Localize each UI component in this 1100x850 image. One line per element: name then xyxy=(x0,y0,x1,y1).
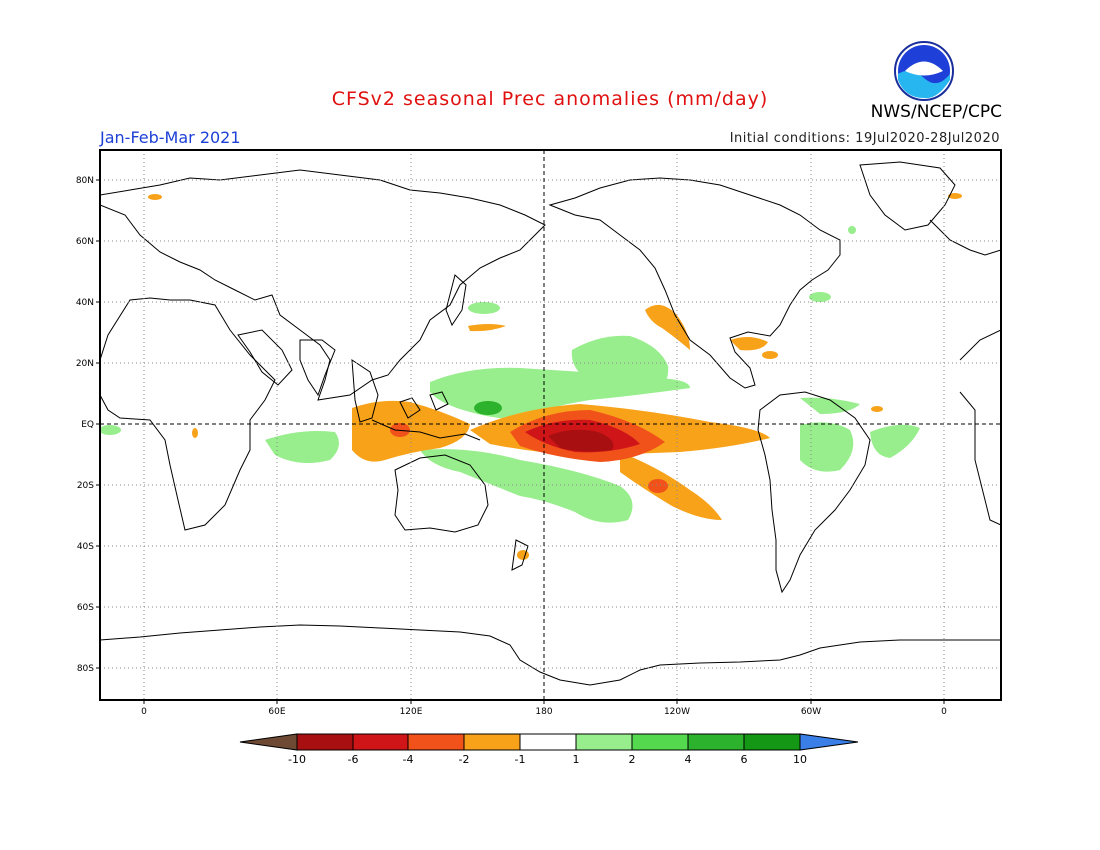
lat-label: 40S xyxy=(77,542,94,552)
lat-label: 40N xyxy=(76,298,94,308)
coastline-africa-repeat xyxy=(959,391,1001,526)
dry-anomaly-us-west-coast xyxy=(645,304,690,350)
lon-label: 60E xyxy=(268,707,285,717)
coastline-eurasia-north xyxy=(100,169,546,401)
legend-swatch xyxy=(743,733,801,751)
legend-swatch xyxy=(631,733,689,751)
initial-conditions-label: Initial conditions: 19Jul2020-28Jul2020 xyxy=(729,131,1000,146)
anomaly-shading xyxy=(100,193,962,560)
lat-label: 20N xyxy=(76,359,94,369)
legend-swatch xyxy=(352,733,409,751)
legend-swatch xyxy=(687,733,745,751)
coastline-indonesia xyxy=(371,419,481,441)
latitude-ticks xyxy=(96,179,100,669)
lat-label: 60N xyxy=(76,237,94,247)
coastlines xyxy=(100,161,1001,686)
legend-label: 4 xyxy=(685,753,692,766)
precip-anomaly-map: 80N 60N 40N 20N EQ 20S 40S 60S 80S 0 60E… xyxy=(76,149,1002,717)
wet-anomaly-greenland xyxy=(848,226,856,234)
dry-anomaly-africa-east xyxy=(192,428,198,438)
coastline-greenland xyxy=(859,161,956,231)
legend-swatch xyxy=(463,733,521,751)
dry-anomaly-atlantic xyxy=(871,406,883,412)
dry-anomaly-gulf-of-mexico xyxy=(730,336,768,351)
latitude-axis: 80N 60N 40N 20N EQ 20S 40S 60S 80S xyxy=(76,176,94,674)
map-title: CFSv2 seasonal Prec anomalies (mm/day) xyxy=(331,88,769,110)
lat-label: 80S xyxy=(77,664,94,674)
wet-anomaly-sw-pacific xyxy=(420,449,633,523)
legend-label: 1 xyxy=(573,753,580,766)
dry-anomaly-caribbean xyxy=(762,351,778,359)
coastline-north-america xyxy=(548,177,841,389)
coastline-africa-europe xyxy=(100,297,276,531)
longitude-axis: 0 60E 120E 180 120W 60W 0 xyxy=(141,707,947,717)
legend-label: 10 xyxy=(793,753,807,766)
map-frame xyxy=(99,149,1002,701)
wet-anomaly-ne-pacific xyxy=(571,335,669,390)
wet-anomaly-atlantic-north xyxy=(809,292,831,302)
coastline-antarctica xyxy=(100,624,1001,686)
dry-anomaly-arctic-east xyxy=(948,193,962,199)
lon-label: 0 xyxy=(141,707,147,717)
legend-label: -10 xyxy=(288,753,306,766)
dry-anomaly-south-pacific xyxy=(648,479,668,493)
coastline-indochina xyxy=(351,359,379,423)
wet-anomaly-south-america xyxy=(800,422,854,472)
lat-label: EQ xyxy=(81,420,94,430)
legend-swatch xyxy=(296,733,354,751)
coastline-maritime-islands xyxy=(399,391,449,419)
dry-anomaly-core-darkred xyxy=(548,429,614,452)
lon-label: 180 xyxy=(535,707,552,717)
coastline-japan xyxy=(445,274,467,327)
coastline-arabia xyxy=(237,329,293,386)
wet-anomaly-indian-ocean xyxy=(265,431,339,464)
wet-anomaly-south-atlantic xyxy=(870,424,920,458)
agency-label: NWS/NCEP/CPC xyxy=(870,102,1002,122)
legend-label: -6 xyxy=(348,753,359,766)
legend-swatch xyxy=(407,733,465,751)
legend-label: -4 xyxy=(403,753,414,766)
dry-anomaly-arctic-west xyxy=(148,194,162,200)
dry-anomaly-japan xyxy=(468,324,506,332)
longitude-ticks xyxy=(143,700,945,704)
legend-labels: -10 -6 -4 -2 -1 1 2 4 6 10 xyxy=(288,753,807,766)
legend-swatch xyxy=(575,733,633,751)
dry-anomaly-new-zealand xyxy=(517,550,529,560)
coastline-australia xyxy=(394,454,489,533)
coastline-india xyxy=(299,339,336,397)
lat-label: 60S xyxy=(77,603,94,613)
coastline-new-zealand xyxy=(511,539,529,571)
legend-label: 6 xyxy=(741,753,748,766)
color-bar-legend: -10 -6 -4 -2 -1 1 2 4 6 10 xyxy=(239,733,859,766)
legend-label: -2 xyxy=(459,753,470,766)
wet-anomaly-core xyxy=(474,401,502,415)
coastline-east-africa-east xyxy=(959,329,1001,361)
coastline-europe-repeat xyxy=(929,219,1001,256)
coastline-south-america xyxy=(757,391,871,594)
wet-anomaly-west-africa xyxy=(100,425,121,435)
forecast-period-label: Jan-Feb-Mar 2021 xyxy=(100,128,241,147)
legend-swatch xyxy=(519,733,577,751)
lon-label: 0 xyxy=(941,707,947,717)
legend-label: -1 xyxy=(515,753,526,766)
lat-label: 80N xyxy=(76,176,94,186)
dry-anomaly-spcz xyxy=(620,452,722,520)
lat-label: 20S xyxy=(77,481,94,491)
lon-label: 60W xyxy=(801,707,821,717)
lon-label: 120E xyxy=(400,707,423,717)
lon-label: 120W xyxy=(664,707,690,717)
legend-label: 2 xyxy=(629,753,636,766)
noaa-logo xyxy=(894,41,954,101)
wet-anomaly-amazon-north xyxy=(800,397,860,414)
legend-arrow-right xyxy=(799,733,859,751)
legend-arrow-left xyxy=(239,733,298,751)
wet-anomaly-pacific-north xyxy=(468,302,500,314)
